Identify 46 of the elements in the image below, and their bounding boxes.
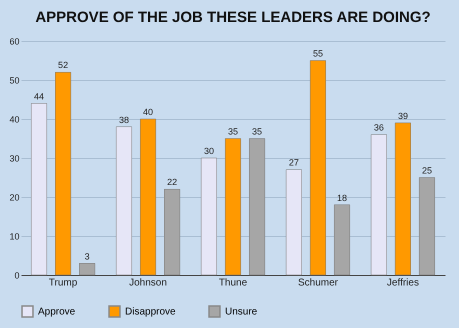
bar	[79, 263, 96, 276]
data-label: 44	[34, 91, 44, 102]
x-tick-label: Johnson	[129, 278, 167, 288]
legend-label: Unsure	[225, 306, 258, 318]
x-tick-label: Trump	[48, 278, 78, 288]
y-tick-label: 40	[9, 114, 20, 124]
bar	[54, 72, 72, 276]
bar	[370, 134, 387, 276]
y-tick-label: 0	[14, 270, 20, 280]
chart-title: APPROVE OF THE JOB THESE LEADERS ARE DOING?	[35, 9, 431, 26]
bar	[394, 122, 412, 276]
data-label: 3	[84, 251, 90, 262]
data-label: 22	[167, 177, 178, 188]
data-label: 25	[422, 166, 432, 176]
y-tick-label: 30	[9, 154, 20, 164]
data-label: 36	[374, 122, 384, 133]
bar	[164, 188, 180, 276]
y-tick-label: 50	[9, 76, 20, 86]
data-label: 38	[118, 114, 129, 125]
bar	[334, 204, 350, 276]
bar	[310, 60, 326, 276]
data-label: 30	[204, 146, 214, 156]
y-tick-label: 10	[9, 232, 20, 242]
y-tick-label: 60	[9, 36, 20, 46]
legend-label: Disapprove	[125, 306, 176, 318]
data-label: 35	[228, 126, 238, 136]
data-label: 27	[288, 158, 299, 168]
y-tick-label: 20	[9, 192, 20, 202]
bar	[224, 138, 242, 276]
legend-label: Approve	[38, 306, 76, 318]
data-label: 18	[337, 192, 348, 203]
bar	[286, 169, 302, 276]
bar	[200, 158, 218, 276]
bar	[140, 118, 156, 276]
bar	[30, 103, 48, 276]
bar	[116, 126, 132, 276]
bar	[418, 177, 436, 276]
x-tick-label: Schumer	[298, 278, 339, 288]
data-label: 35	[252, 126, 262, 136]
x-tick-label: Thune	[218, 278, 248, 288]
bar	[248, 138, 266, 276]
x-tick-label: Jeffries	[386, 278, 419, 288]
data-label: 40	[143, 107, 154, 117]
data-label: 52	[58, 60, 68, 70]
data-label: 55	[312, 48, 323, 58]
data-label: 39	[398, 110, 408, 121]
